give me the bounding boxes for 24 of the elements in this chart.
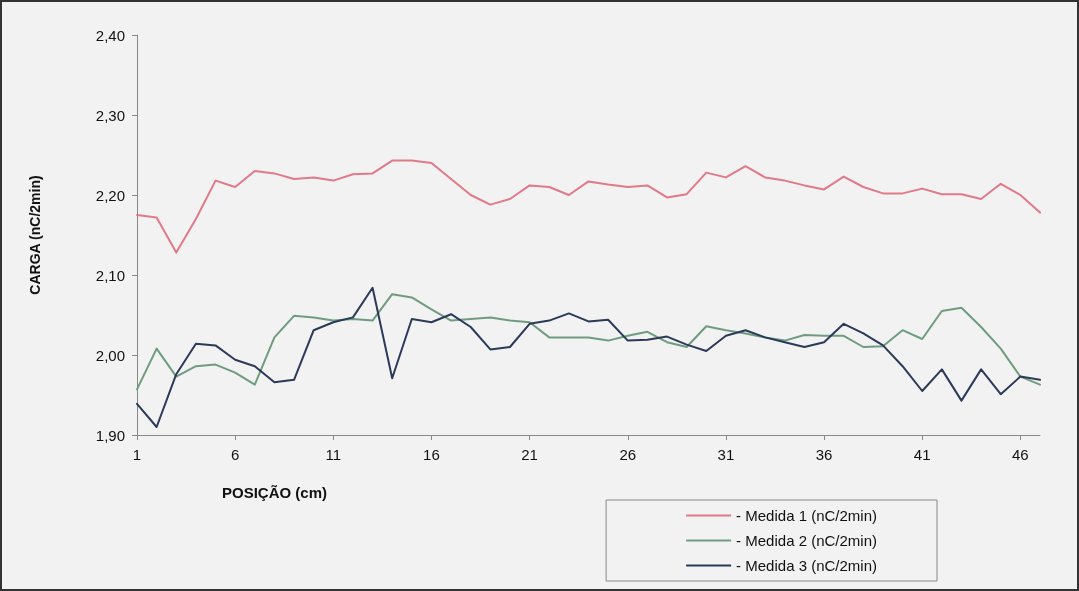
x-tick-label: 21 — [521, 446, 538, 463]
x-tick-label: 16 — [423, 446, 440, 463]
y-tick-label: 1,90 — [95, 426, 125, 444]
x-tick-label: 31 — [717, 446, 735, 463]
x-tick-label: 46 — [1012, 446, 1029, 463]
y-tick-label: 2,30 — [95, 106, 125, 124]
x-tick-label: 1 — [132, 446, 142, 463]
line-series — [136, 293, 1041, 391]
x-tick-label: 41 — [913, 446, 931, 463]
y-tick-label: 2,20 — [95, 186, 125, 204]
line-series — [136, 159, 1041, 254]
legend-label: - Medida 2 (nC/2min) — [736, 532, 878, 549]
x-tick-label: 36 — [815, 446, 833, 463]
y-tick-label: 2,00 — [95, 346, 125, 364]
x-tick-label: 11 — [325, 446, 342, 463]
line-series — [136, 286, 1041, 428]
y-tick-label: 2,10 — [95, 266, 125, 284]
y-tick-label: 2,40 — [95, 26, 125, 44]
legend-label: - Medida 1 (nC/2min) — [736, 507, 878, 524]
x-tick-label: 26 — [619, 446, 637, 463]
x-tick-label: 6 — [230, 446, 240, 463]
x-axis-title: POSIÇÃO (cm) — [222, 484, 328, 501]
legend-label: - Medida 3 (nC/2min) — [736, 557, 878, 574]
y-axis-title: CARGA (nC/2min) — [27, 175, 43, 295]
